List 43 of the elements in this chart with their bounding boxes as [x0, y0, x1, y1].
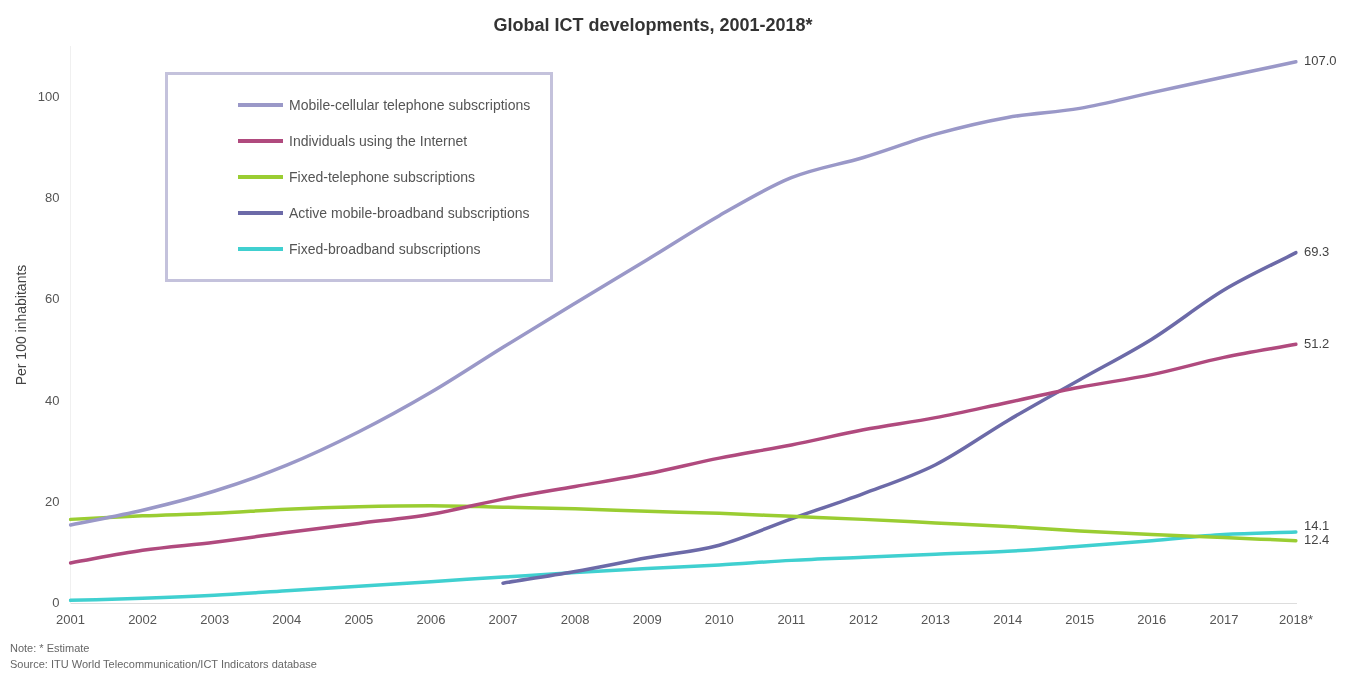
y-tick-label: 60	[45, 291, 60, 307]
x-tick-label: 2015	[1065, 611, 1095, 627]
y-tick-label: 0	[52, 594, 60, 610]
x-tick-label: 2011	[777, 611, 806, 627]
x-tick-label: 2002	[128, 611, 158, 627]
x-tick-label: 2003	[200, 611, 230, 627]
source-note: Source: ITU World Telecommunication/ICT Indicators database	[10, 657, 317, 672]
x-tick-label: 2012	[849, 611, 878, 627]
x-tick-label: 2017	[1209, 611, 1239, 627]
x-tick-label: 2009	[632, 611, 662, 627]
legend-label: Fixed-telephone subscriptions	[289, 169, 475, 185]
y-tick-label: 80	[45, 190, 60, 206]
line-series	[68, 60, 1298, 527]
y-tick-label: 40	[45, 392, 60, 408]
x-tick-label: 2013	[921, 611, 951, 627]
data-label: 12.4	[1304, 532, 1330, 548]
legend-label: Individuals using the Internet	[289, 133, 468, 149]
x-tick-label: 2008	[560, 611, 590, 627]
y-tick-label: 100	[37, 88, 60, 104]
legend-label: Mobile-cellular telephone subscriptions	[289, 97, 531, 113]
data-label: 14.1	[1304, 518, 1330, 534]
x-tick-label: 2014	[993, 611, 1023, 627]
x-tick-label: 2006	[416, 611, 446, 627]
data-label: 69.3	[1304, 244, 1330, 260]
x-tick-label: 2001	[56, 611, 85, 627]
data-label: 51.2	[1304, 335, 1330, 351]
y-tick-label: 20	[45, 493, 60, 509]
legend-label: Active mobile-broadband subscriptions	[289, 205, 530, 221]
line-series	[68, 503, 1298, 543]
x-tick-label: 2007	[488, 611, 518, 627]
x-tick-label: 2004	[272, 611, 302, 627]
data-label: 107.0	[1304, 53, 1337, 69]
line-series	[68, 342, 1298, 565]
y-axis-title: Per 100 inhabitants	[13, 264, 30, 386]
chart-title: Global ICT developments, 2001-2018*	[493, 14, 813, 35]
line-series	[501, 250, 1298, 585]
x-tick-label: 2016	[1137, 611, 1167, 627]
x-tick-label: 2010	[704, 611, 734, 627]
line-series	[68, 530, 1298, 603]
x-tick-label: 2005	[344, 611, 374, 627]
text: Note: * Estimate	[10, 641, 91, 656]
legend-label: Fixed-broadband subscriptions	[289, 241, 481, 257]
x-tick-label: 2018*	[1279, 611, 1313, 627]
